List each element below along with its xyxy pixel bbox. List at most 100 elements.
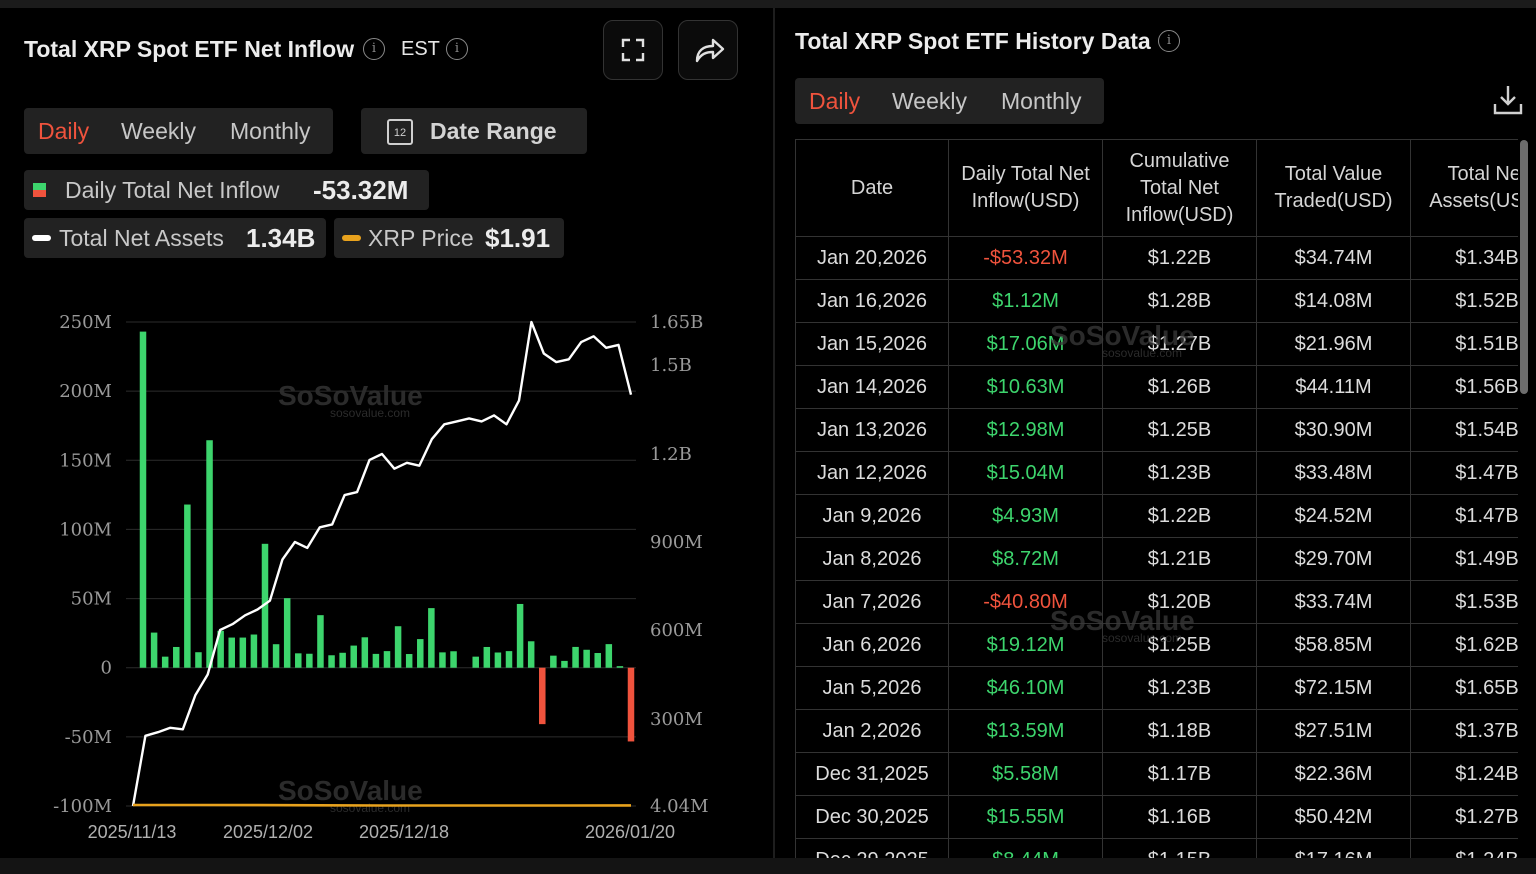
inflow-bar [627,667,635,742]
history-tab-monthly[interactable]: Monthly [1001,88,1082,114]
table-cell: Jan 5,2026 [795,666,949,710]
table-row: Jan 7,2026 -$40.80M $1.20B $33.74M $1.53B [795,580,1518,624]
table-cell: $1.52B [1410,279,1518,323]
watermark: SoSoValue sosovalue.com [1050,320,1195,360]
inflow-bar [283,598,291,668]
inflow-bar [527,641,535,668]
table-cell: $33.74M [1256,580,1411,624]
x-tick-label: 2026/01/20 [585,822,675,842]
table-row: Jan 16,2026 $1.12M $1.28B $14.08M $1.52B [795,279,1518,323]
inflow-bar [184,504,191,668]
table-row: Jan 5,2026 $46.10M $1.23B $72.15M $1.65B [795,666,1518,710]
table-cell: $1.53B [1410,580,1518,624]
table-header-row: Date Daily Total Net Inflow(USD) Cumulativ… [795,139,1518,237]
history-table-container[interactable]: Date Daily Total Net Inflow(USD) Cumulativ… [795,139,1518,858]
inflow-bar [450,651,457,668]
chart-title: Total XRP Spot ETF Net Inflow [24,36,355,62]
table-cell: $72.15M [1256,666,1411,710]
table-cell: Dec 29,2025 [795,838,949,858]
history-tab-daily[interactable]: Daily [809,88,861,114]
table-row: Jan 12,2026 $15.04M $1.23B $33.48M $1.47B [795,451,1518,495]
tab-weekly[interactable]: Weekly [121,118,196,144]
table-cell: $1.22B [1102,236,1257,280]
history-info-icon[interactable]: i [1158,30,1180,52]
table-cell: $8.44M [948,838,1103,858]
history-tab-weekly[interactable]: Weekly [892,88,967,114]
tab-monthly[interactable]: Monthly [230,118,311,144]
table-cell: $4.93M [948,494,1103,538]
inflow-bar [594,653,601,668]
table-cell: $33.48M [1256,451,1411,495]
left-tick-label: -100M [53,796,112,817]
left-tick-label: 50M [71,589,112,610]
inflow-bar [572,646,579,668]
table-cell: $1.47B [1410,451,1518,495]
table-cell: Jan 13,2026 [795,408,949,452]
stat-price-value: $1.91 [485,223,551,253]
download-icon[interactable] [1490,82,1526,118]
table-row: Dec 31,2025 $5.58M $1.17B $22.36M $1.24B [795,752,1518,796]
right-tick-label: 1.65B [650,312,703,333]
table-cell: Jan 6,2026 [795,623,949,667]
share-icon [695,38,725,63]
table-row: Jan 2,2026 $13.59M $1.18B $27.51M $1.37B [795,709,1518,753]
column-header: Daily Total Net Inflow(USD) [948,139,1103,237]
inflow-bar [505,651,513,668]
inflow-bar [394,626,402,668]
inflow-bar [150,632,158,668]
left-tick-label: 250M [59,312,112,333]
table-cell: $1.65B [1410,666,1518,710]
column-header: Total Net Assets(USD) [1410,139,1518,237]
table-cell: $8.72M [948,537,1103,581]
timezone-info-icon[interactable]: i [446,38,468,60]
date-range-button[interactable]: 12 Date Range [361,108,587,154]
inflow-bar [228,637,235,668]
table-cell: $1.23B [1102,666,1257,710]
inflow-bar [328,655,335,668]
share-button[interactable] [678,20,738,80]
inflow-bar [239,637,247,668]
table-cell: $29.70M [1256,537,1411,581]
fullscreen-button[interactable] [603,20,663,80]
inflow-bar [417,639,424,668]
info-icon[interactable]: i [363,38,385,60]
price-legend-icon [342,235,361,241]
inflow-bar [428,608,435,668]
table-scrollbar[interactable] [1520,140,1528,394]
table-cell: $13.59M [948,709,1103,753]
right-tick-label: 4.04M [650,796,709,817]
inflow-bar [339,652,346,668]
inflow-bar [439,652,446,668]
table-cell: $1.21B [1102,537,1257,581]
period-tabs: Daily Weekly Monthly [24,108,333,154]
table-cell: Jan 9,2026 [795,494,949,538]
inflow-bar [206,440,213,668]
table-cell: $1.23B [1102,451,1257,495]
table-cell: $50.42M [1256,795,1411,839]
table-cell: $1.62B [1410,623,1518,667]
inflow-bar [361,637,369,668]
inflow-bar [516,603,524,668]
watermark: SoSoValue sosovalue.com [1050,605,1195,645]
x-tick-label: 2025/12/18 [359,822,449,842]
calendar-icon: 12 [387,119,413,145]
table-cell: $15.55M [948,795,1103,839]
inflow-bar [605,644,613,668]
inflow-chart[interactable]: 250M 200M 150M 100M 50M 0 -50M -100M 1.65B 1.5B 1.… [0,290,772,850]
table-cell: $1.12M [948,279,1103,323]
column-header: Total Value Traded(USD) [1256,139,1411,237]
stat-daily-inflow: Daily Total Net Inflow -53.32M [24,170,429,210]
tab-daily[interactable]: Daily [38,118,90,144]
table-cell: $19.12M [948,623,1103,667]
xrp-price-line [133,803,632,807]
right-tick-label: 300M [650,709,703,730]
inflow-bar [472,656,479,668]
table-cell: $1.25B [1102,408,1257,452]
table-cell: $1.51B [1410,322,1518,366]
table-row: Dec 29,2025$8.44M$1.15B$17.16M$1.24B [795,838,1518,858]
inflow-bar [383,651,391,668]
table-cell: $15.04M [948,451,1103,495]
fullscreen-icon [621,38,645,62]
table-cell: $1.27B [1410,795,1518,839]
table-cell: Jan 8,2026 [795,537,949,581]
